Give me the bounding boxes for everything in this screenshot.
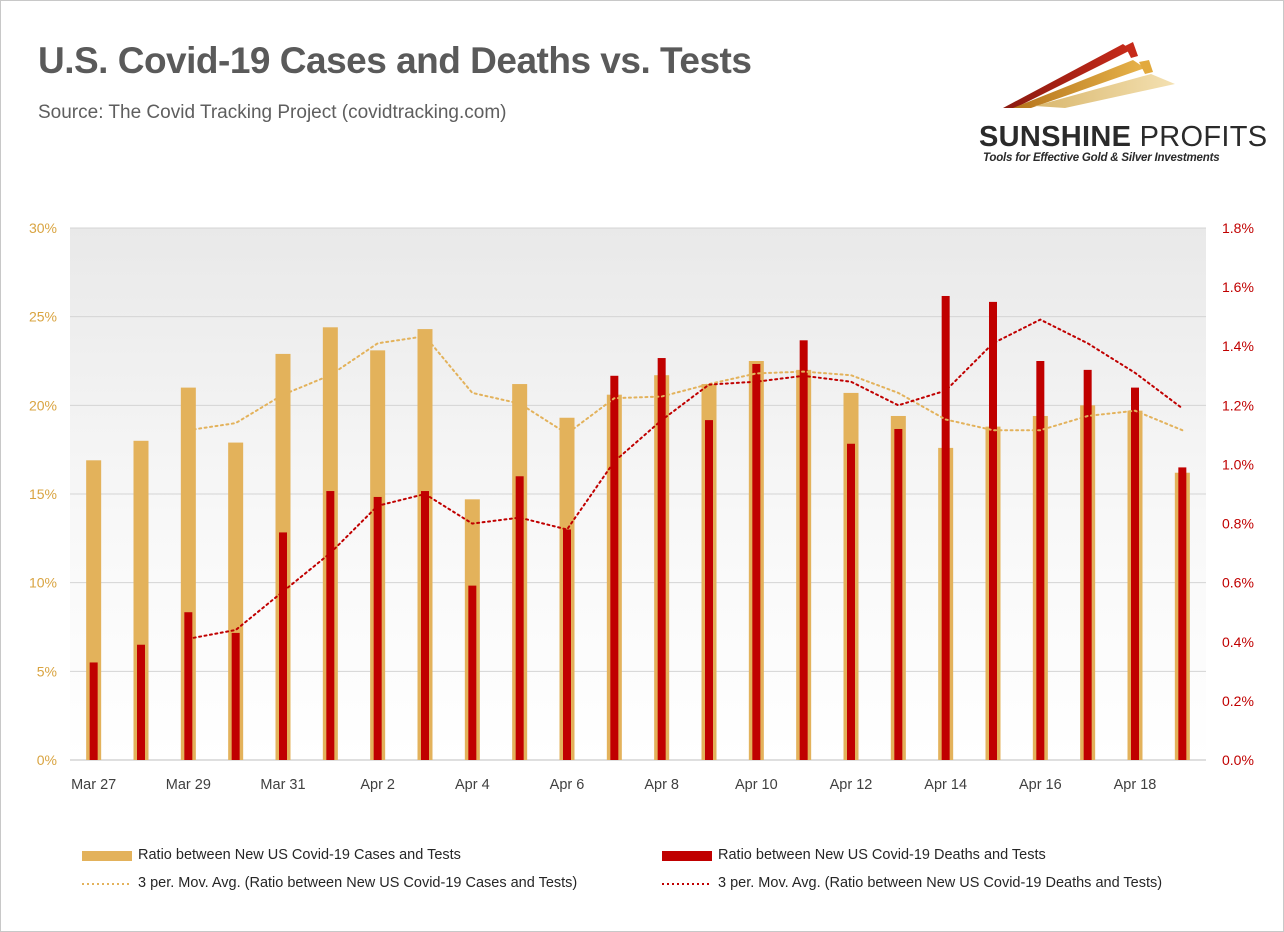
y-right-tick-label: 1.0% — [1222, 456, 1254, 472]
x-tick-label: Apr 18 — [1114, 777, 1157, 793]
y-left-tick-label: 10% — [29, 575, 57, 591]
logo-name: SUNSHINE PROFITS — [979, 121, 1267, 154]
x-tick-label: Apr 2 — [360, 777, 395, 793]
bar-deaths — [515, 476, 524, 760]
x-tick-label: Apr 4 — [455, 777, 490, 793]
x-tick-label: Apr 16 — [1019, 777, 1062, 793]
bar-deaths — [279, 532, 287, 760]
bar-deaths — [563, 529, 571, 760]
logo-tagline: Tools for Effective Gold & Silver Invest… — [983, 152, 1220, 164]
x-tick-label: Apr 8 — [644, 777, 679, 793]
sunshine-profits-logo-icon — [1003, 42, 1175, 108]
y-right-tick-label: 0.8% — [1222, 516, 1254, 532]
bar-deaths — [799, 340, 808, 760]
bar-deaths — [1083, 369, 1092, 760]
bar-deaths — [941, 295, 950, 760]
x-tick-label: Apr 10 — [735, 777, 778, 793]
y-left-tick-label: 25% — [29, 309, 57, 325]
y-right-tick-label: 0.6% — [1222, 575, 1254, 591]
bar-deaths — [1036, 361, 1045, 760]
chart-subtitle: Source: The Covid Tracking Project (covi… — [38, 102, 507, 123]
logo-name-light: PROFITS — [1139, 121, 1268, 153]
bar-deaths — [137, 644, 145, 760]
y-right-tick-label: 0.0% — [1222, 752, 1254, 768]
y-right-tick-label: 1.8% — [1222, 220, 1254, 236]
y-right-tick-label: 1.2% — [1222, 397, 1254, 413]
bar-deaths — [421, 491, 429, 760]
y-right-tick-label: 0.2% — [1222, 693, 1254, 709]
y-left-tick-label: 30% — [29, 220, 57, 236]
x-tick-label: Apr 14 — [924, 777, 967, 793]
bar-deaths — [89, 662, 98, 760]
line-cases-moving-average — [187, 335, 1184, 435]
y-left-tick-label: 15% — [29, 486, 57, 502]
bar-deaths — [373, 496, 382, 760]
bar-deaths — [326, 491, 335, 760]
bar-deaths — [184, 612, 193, 760]
bar-deaths — [610, 375, 619, 760]
bar-deaths — [657, 358, 666, 760]
x-tick-label: Mar 31 — [260, 777, 305, 793]
bar-deaths — [894, 428, 903, 760]
bar-deaths — [752, 363, 761, 760]
bar-deaths — [468, 585, 477, 760]
bar-deaths — [1131, 387, 1139, 760]
logo-name-bold: SUNSHINE — [979, 121, 1132, 153]
y-left-tick-label: 5% — [37, 663, 57, 679]
line-deaths-moving-average — [187, 318, 1184, 640]
bar-deaths — [705, 420, 713, 760]
x-tick-label: Apr 6 — [550, 777, 585, 793]
x-tick-label: Mar 29 — [166, 777, 211, 793]
y-right-tick-label: 0.4% — [1222, 634, 1254, 650]
y-right-tick-label: 1.4% — [1222, 338, 1254, 354]
chart-title: U.S. Covid-19 Cases and Deaths vs. Tests — [38, 40, 752, 81]
bar-deaths — [989, 301, 997, 760]
bar-deaths — [231, 632, 240, 760]
x-tick-label: Apr 12 — [830, 777, 873, 793]
bar-deaths — [1178, 467, 1187, 760]
bar-deaths — [847, 443, 855, 760]
x-tick-label: Mar 27 — [71, 777, 116, 793]
y-left-tick-label: 20% — [29, 397, 57, 413]
y-left-tick-label: 0% — [37, 752, 57, 768]
y-right-tick-label: 1.6% — [1222, 279, 1254, 295]
